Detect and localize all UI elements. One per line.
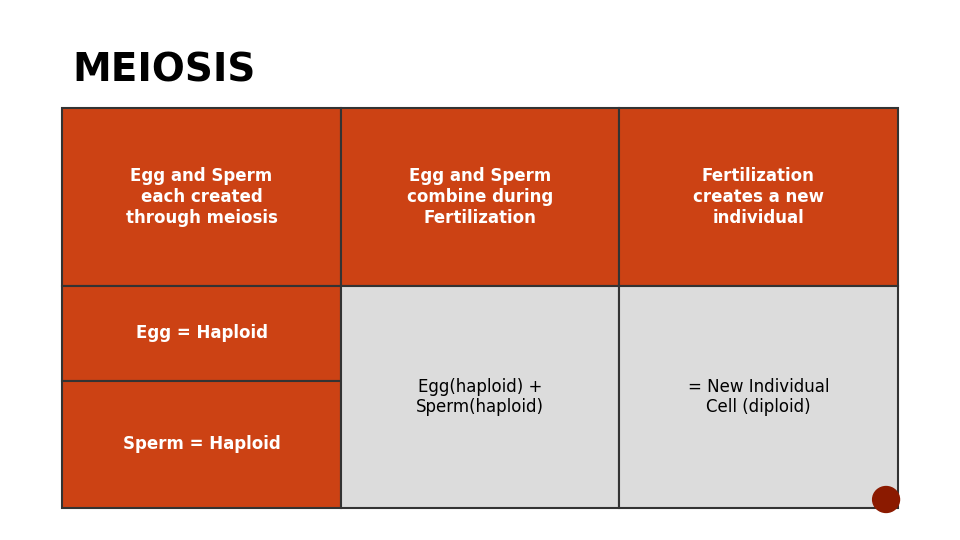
Text: = New Individual
Cell (diploid): = New Individual Cell (diploid) <box>687 377 829 416</box>
Bar <box>619 108 898 286</box>
Bar <box>62 286 341 381</box>
Bar <box>341 286 619 508</box>
Bar <box>62 381 341 508</box>
Bar <box>619 286 898 508</box>
Bar <box>62 108 341 286</box>
Text: Egg and Sperm
combine during
Fertilization: Egg and Sperm combine during Fertilizati… <box>407 167 553 227</box>
Text: Egg = Haploid: Egg = Haploid <box>135 325 268 342</box>
Bar <box>341 108 619 286</box>
Text: Sperm = Haploid: Sperm = Haploid <box>123 435 280 453</box>
Text: Egg and Sperm
each created
through meiosis: Egg and Sperm each created through meios… <box>126 167 277 227</box>
Ellipse shape <box>873 487 900 512</box>
Text: MEIOSIS: MEIOSIS <box>72 51 255 89</box>
Text: Fertilization
creates a new
individual: Fertilization creates a new individual <box>693 167 824 227</box>
Text: Egg(haploid) +
Sperm(haploid): Egg(haploid) + Sperm(haploid) <box>416 377 544 416</box>
